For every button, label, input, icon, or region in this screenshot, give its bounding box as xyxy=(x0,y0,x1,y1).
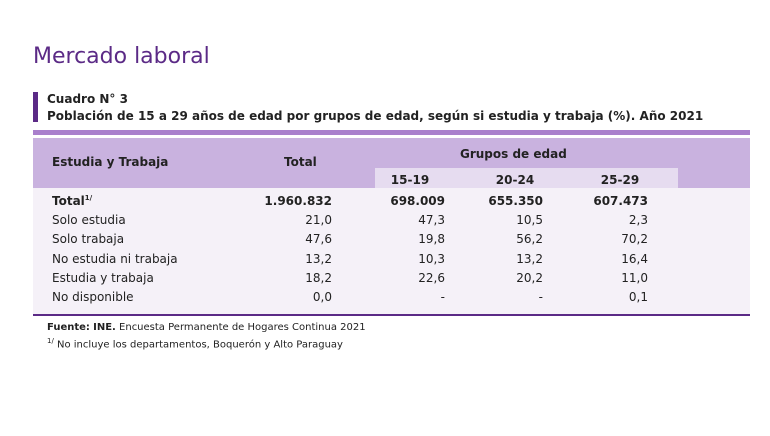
table-number: Cuadro N° 3 xyxy=(47,92,128,106)
row-label: Solo trabaja xyxy=(52,232,124,246)
source: Fuente: INE. Encuesta Permanente de Hoga… xyxy=(47,322,366,333)
title: Mercado laboral xyxy=(33,44,210,69)
cell: 47,3 xyxy=(418,213,445,228)
cell: 1.960.832 xyxy=(264,194,332,208)
cell: 10,3 xyxy=(418,251,445,266)
body-band xyxy=(33,188,750,314)
cell: 698.009 xyxy=(390,194,445,208)
row-note: 1/ xyxy=(84,194,93,202)
row-label-text: Solo trabaja xyxy=(52,232,125,247)
group-header: Grupos de edad xyxy=(460,147,567,161)
row-label-text: Solo estudia xyxy=(52,213,126,228)
cell: 19,8 xyxy=(418,232,445,247)
accent-bar xyxy=(33,92,38,122)
cell: 13,2 xyxy=(305,251,332,266)
cell: 11,0 xyxy=(621,270,648,285)
col-header: Total xyxy=(284,155,317,169)
cell: 18,2 xyxy=(305,270,332,285)
cell: 16,4 xyxy=(621,251,648,266)
footnote: 1/ No incluye los departamentos, Boqueró… xyxy=(47,337,343,350)
row-label: Estudia y trabaja xyxy=(52,271,154,285)
subheader-band xyxy=(375,168,678,188)
row-label: No estudia ni trabaja xyxy=(52,252,178,266)
row-label-text: Estudia y trabaja xyxy=(52,270,154,285)
cell: - xyxy=(440,290,445,304)
age-header: 25-29 xyxy=(600,173,640,187)
cell: 0,1 xyxy=(628,290,648,304)
cell: 655.350 xyxy=(488,194,543,208)
source-org: INE. xyxy=(93,322,116,333)
cell: 20,2 xyxy=(516,270,543,285)
rule xyxy=(33,130,750,135)
source-text: Encuesta Permanente de Hogares Continua … xyxy=(119,322,366,333)
cell: 21,0 xyxy=(305,213,332,228)
cell: 56,2 xyxy=(516,232,543,247)
cell: 2,3 xyxy=(628,213,648,228)
cell: - xyxy=(538,290,543,304)
bottom-rule xyxy=(33,314,750,316)
cell: 0,0 xyxy=(312,290,332,304)
cell: 70,2 xyxy=(621,232,648,247)
age-header: 20-24 xyxy=(495,173,535,187)
row-label: Total1/ xyxy=(52,194,92,208)
footnote-text: No incluye los departamentos, Boquerón y… xyxy=(57,339,343,351)
row-label-text: No disponible xyxy=(52,290,134,304)
cell: 10,5 xyxy=(516,213,543,228)
row-label-text: No estudia ni trabaja xyxy=(52,251,178,266)
col-header: Estudia y Trabaja xyxy=(52,155,169,169)
cell: 47,6 xyxy=(305,232,332,247)
subtitle: Población de 15 a 29 años de edad por gr… xyxy=(47,109,704,123)
cell: 22,6 xyxy=(418,270,445,285)
cell: 13,2 xyxy=(516,251,543,266)
row-label-text: Total xyxy=(52,194,85,208)
cell: 607.473 xyxy=(593,194,648,208)
age-header: 15-19 xyxy=(390,173,430,187)
row-label: No disponible xyxy=(52,290,134,304)
footnote-mark: 1/ xyxy=(47,337,54,345)
row-label: Solo estudia xyxy=(52,213,126,227)
source-label: Fuente: xyxy=(47,322,90,333)
